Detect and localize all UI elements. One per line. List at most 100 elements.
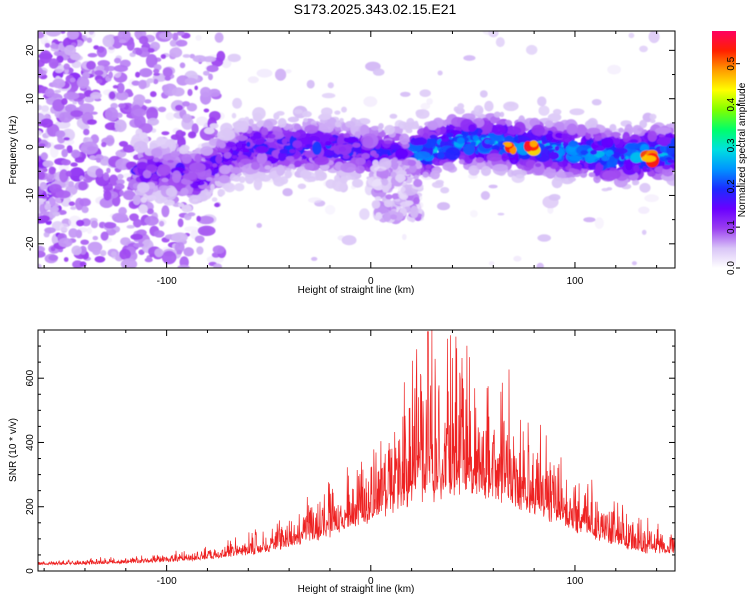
spectrogram-cell bbox=[146, 195, 157, 201]
spectrogram-cell bbox=[284, 170, 292, 179]
spectrogram-cell bbox=[385, 194, 393, 200]
spectrogram-cell bbox=[607, 64, 621, 75]
tick-label: 0 bbox=[25, 568, 36, 574]
spectrogram-cell bbox=[145, 54, 158, 68]
spectrogram-cell bbox=[334, 110, 341, 115]
spectrogram-cell bbox=[38, 263, 42, 268]
spectrogram-cell bbox=[165, 112, 175, 121]
spectrogram-cell bbox=[655, 127, 672, 135]
spectrogram-cell bbox=[50, 43, 61, 50]
spectrogram-cell bbox=[354, 165, 365, 174]
spectrogram-cell bbox=[90, 91, 102, 100]
spectrogram-cell bbox=[279, 148, 289, 154]
spectrogram-cell bbox=[312, 141, 322, 155]
spectrogram-cell bbox=[400, 91, 411, 97]
spectrogram-cell bbox=[499, 111, 505, 118]
spectrogram-cell bbox=[292, 131, 301, 138]
spectrogram-cell bbox=[236, 142, 243, 149]
spectrogram-cell bbox=[414, 151, 431, 160]
spectrogram-cell bbox=[647, 130, 658, 142]
spectrogram-cell bbox=[194, 153, 202, 163]
spectrogram-cell bbox=[281, 138, 288, 145]
spectrogram-cell bbox=[637, 127, 644, 132]
spectrogram-cell bbox=[147, 117, 160, 126]
spectrogram-cell bbox=[321, 107, 333, 116]
spectrogram-cell bbox=[362, 135, 374, 148]
spectrogram-cell bbox=[138, 132, 148, 139]
spectrogram-cell bbox=[171, 255, 176, 260]
spectrogram-cell bbox=[171, 232, 188, 243]
spectrogram-cell bbox=[52, 78, 66, 89]
spectrogram-cell bbox=[609, 124, 617, 132]
spectrogram-cell bbox=[43, 231, 50, 238]
tick-label: 0.1 bbox=[726, 220, 737, 234]
spectrogram-cell bbox=[133, 140, 148, 153]
spectrogram-cell bbox=[416, 160, 421, 168]
spectrogram-cell bbox=[156, 136, 165, 146]
spectrogram-cell bbox=[503, 101, 519, 112]
spectrogram-cell bbox=[108, 91, 116, 100]
spectrogram-y-label: Frequency (Hz) bbox=[8, 116, 19, 185]
spectrogram-cell bbox=[437, 202, 450, 211]
spectrogram-cell bbox=[215, 155, 223, 164]
spectrogram-cell bbox=[232, 146, 237, 151]
spectrogram-cell bbox=[56, 55, 64, 63]
spectrogram-cell bbox=[116, 179, 125, 185]
spectrogram-cell bbox=[429, 134, 437, 139]
chart-title: S173.2025.343.02.15.E21 bbox=[294, 1, 457, 17]
spectrogram-cell bbox=[662, 164, 671, 170]
spectrogram-cell bbox=[601, 155, 610, 162]
snr-y-ticks: 0 200 400 600 bbox=[25, 329, 675, 574]
spectrogram-cell bbox=[457, 103, 465, 110]
spectrogram-cell bbox=[208, 73, 213, 81]
spectrogram-cell bbox=[140, 196, 147, 203]
spectrogram-cell bbox=[177, 218, 184, 228]
spectrogram-cell bbox=[395, 148, 409, 159]
spectrogram-cell bbox=[559, 172, 567, 179]
snr-panel: -100 0 100 0 200 400 600 Height of straight l… bbox=[8, 329, 676, 595]
spectrogram-cell bbox=[440, 134, 449, 142]
spectrogram-cell bbox=[402, 233, 407, 241]
spectrogram-cell bbox=[285, 156, 295, 161]
spectrogram-cell bbox=[342, 154, 350, 160]
spectrogram-cell bbox=[175, 39, 188, 47]
spectrogram-cell bbox=[227, 53, 241, 63]
spectrogram-cell bbox=[212, 163, 218, 168]
spectrogram-cell bbox=[53, 144, 65, 150]
spectrogram-cell bbox=[138, 35, 149, 45]
spectrogram-cell bbox=[551, 177, 563, 189]
spectrogram-cell bbox=[338, 146, 347, 152]
spectrogram-cell bbox=[536, 262, 544, 268]
spectrogram-cell bbox=[289, 149, 296, 154]
spectrogram-cell bbox=[497, 212, 505, 216]
spectrogram-cell bbox=[211, 197, 218, 202]
spectrogram-frame bbox=[37, 30, 676, 269]
spectrogram-cell bbox=[419, 89, 431, 97]
spectrogram-cell bbox=[114, 57, 121, 64]
spectrogram-cell bbox=[45, 31, 62, 37]
spectrogram-cell bbox=[383, 212, 392, 223]
spectrogram-cell bbox=[218, 141, 226, 149]
spectrogram-cell bbox=[196, 215, 201, 222]
spectrogram-cell bbox=[266, 137, 275, 143]
spectrogram-cell bbox=[630, 152, 643, 164]
spectrogram-cell bbox=[629, 139, 639, 144]
spectrogram-cell bbox=[48, 173, 55, 180]
spectrogram-cell bbox=[80, 239, 89, 245]
spectrogram-cell bbox=[311, 256, 318, 261]
spectrogram-cell bbox=[87, 53, 98, 58]
spectrogram-cell bbox=[184, 77, 198, 85]
spectrogram-cell bbox=[372, 68, 385, 76]
spectrogram-cell bbox=[106, 167, 111, 174]
spectrogram-y-ticks: -20 -10 0 10 20 bbox=[25, 44, 675, 269]
tick-label: -20 bbox=[25, 236, 36, 251]
tick-label: 0 bbox=[368, 576, 374, 587]
spectrogram-cell bbox=[618, 127, 624, 133]
spectrogram-cell bbox=[415, 109, 424, 117]
spectrogram-cell bbox=[255, 145, 268, 154]
spectrogram-cell bbox=[70, 162, 78, 167]
spectrogram-cell bbox=[613, 151, 621, 159]
tick-label: -100 bbox=[157, 276, 177, 287]
spectrogram-cell bbox=[234, 183, 245, 192]
spectrogram-cell bbox=[334, 174, 340, 183]
